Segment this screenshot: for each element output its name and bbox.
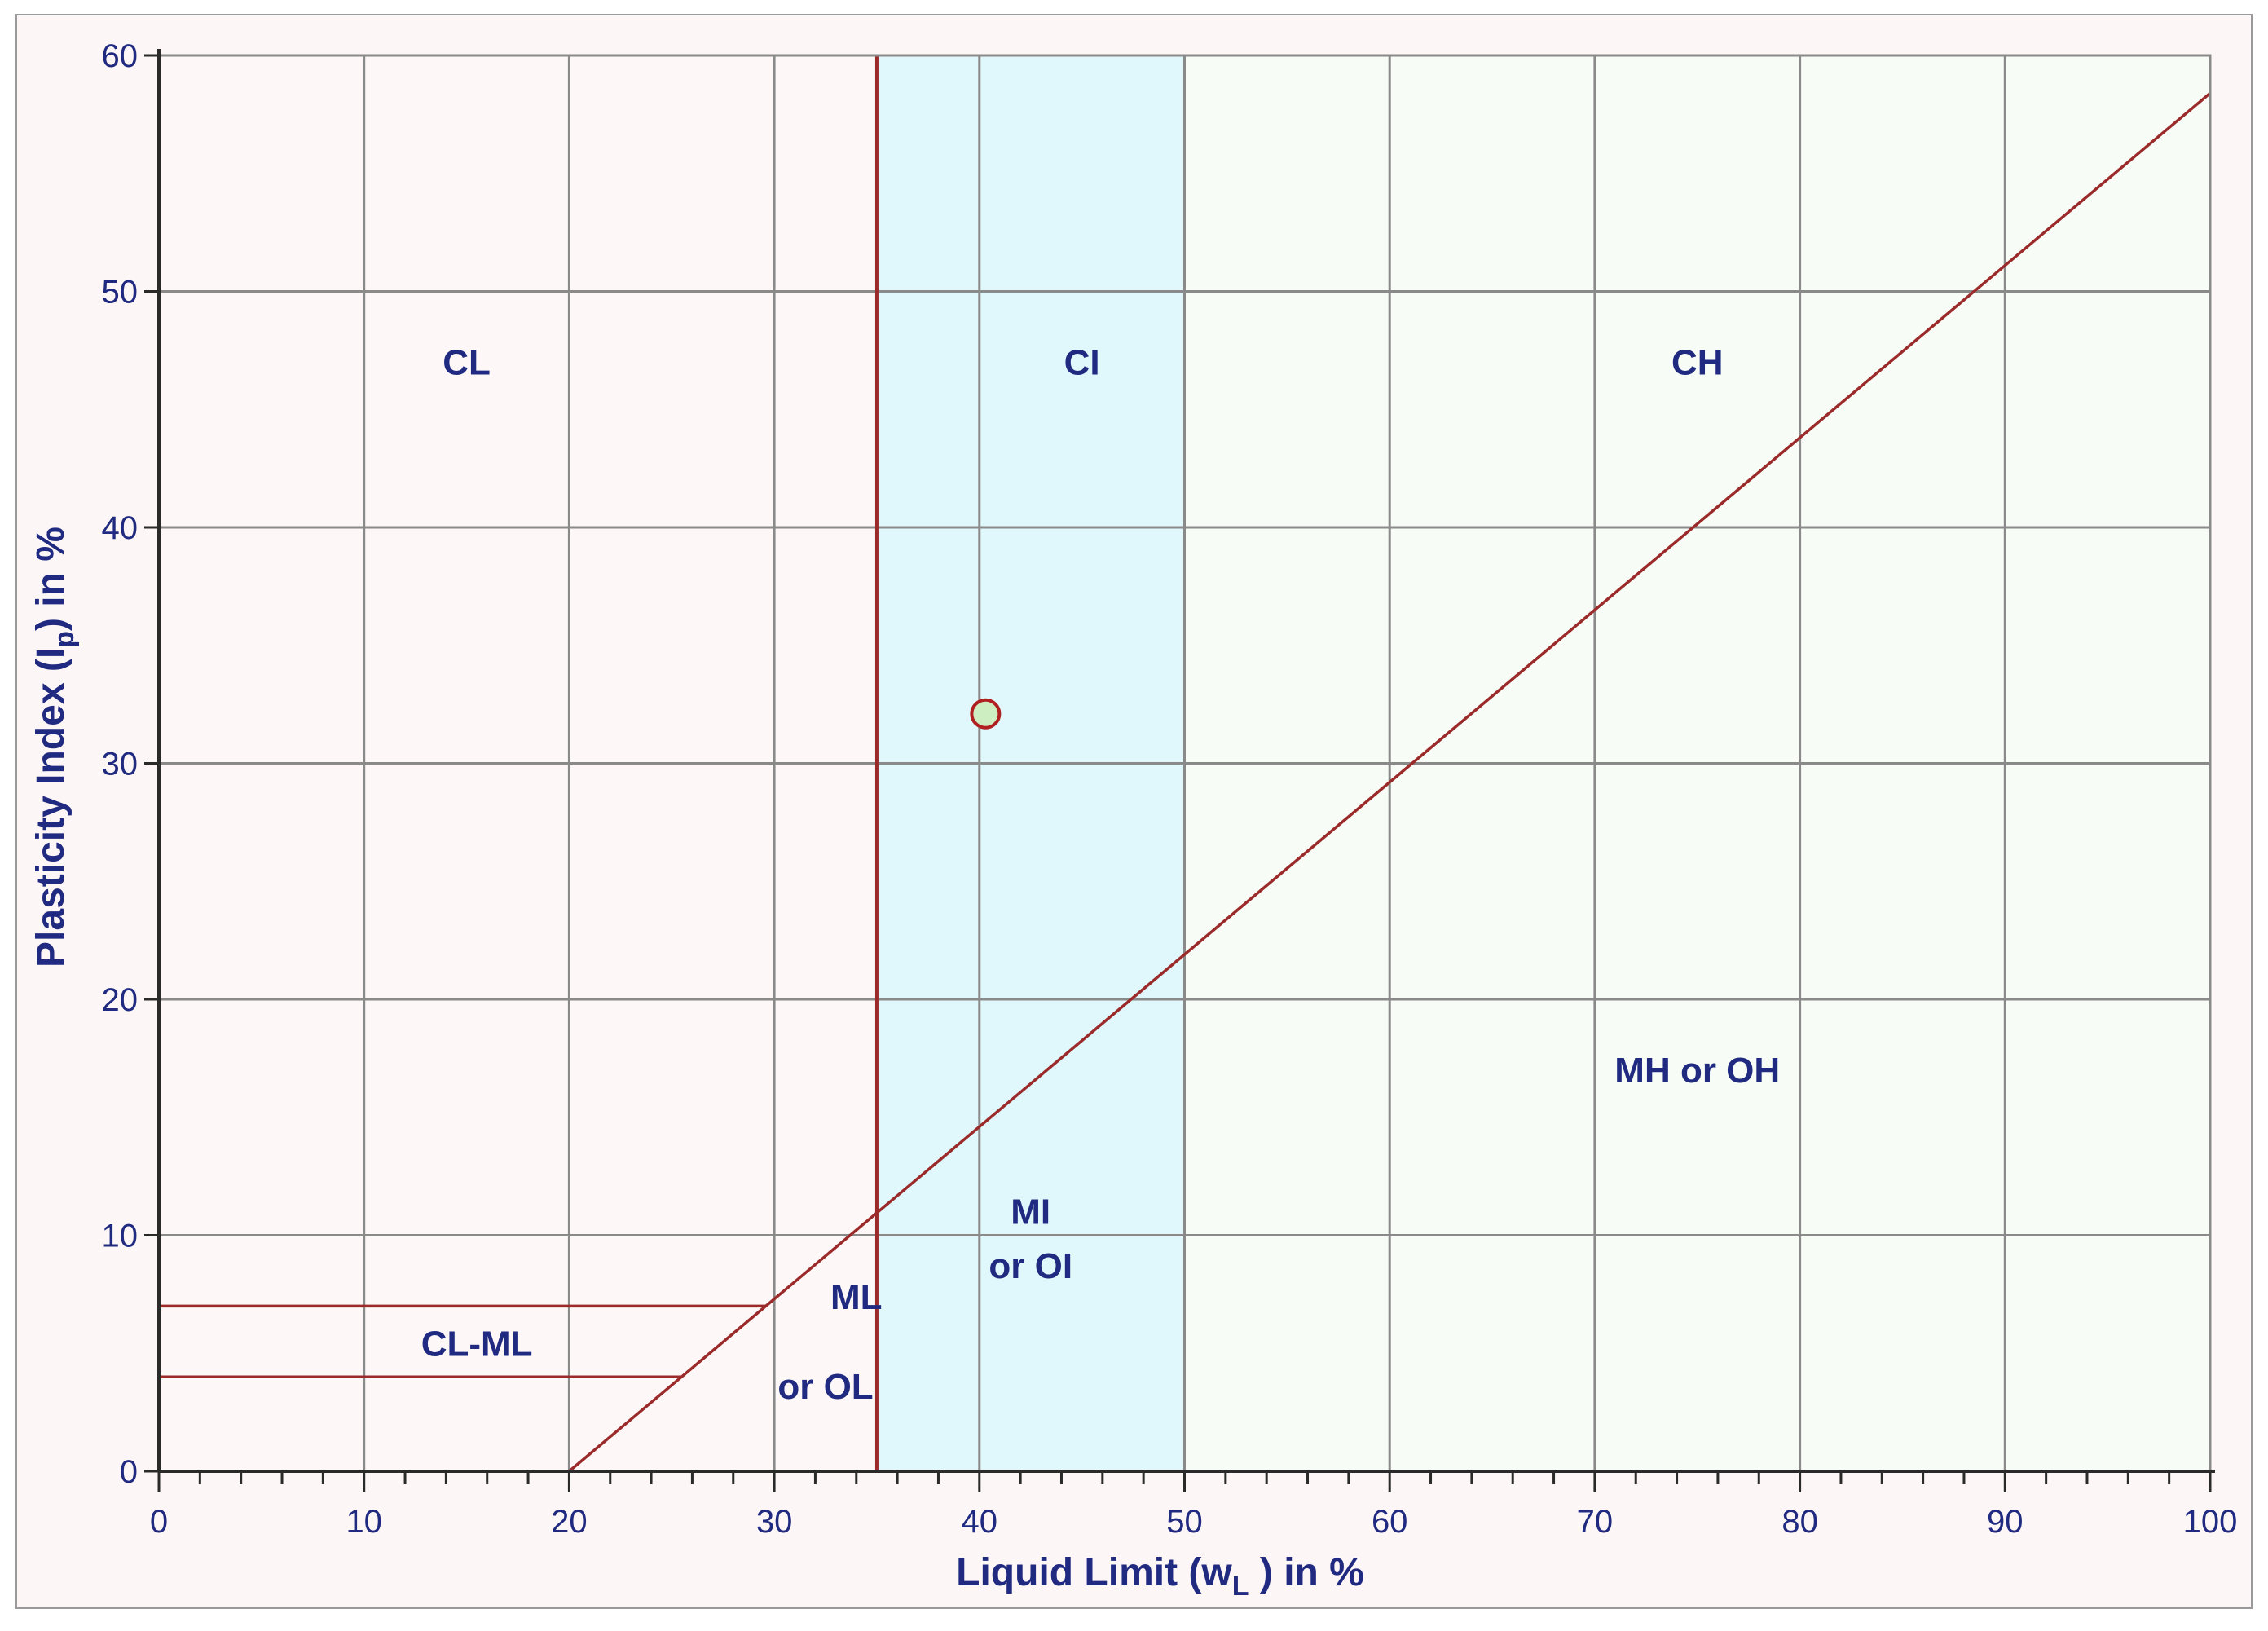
- y-tick-label: 20: [102, 982, 139, 1018]
- zone-label: or OI: [989, 1246, 1072, 1286]
- y-tick-label: 40: [102, 510, 139, 546]
- data-point: [970, 698, 1002, 730]
- data-points: [970, 698, 1002, 730]
- zone-labels: CL CI CH MH or OH MI or OI ML or OL CL-ML: [421, 342, 1780, 1406]
- x-tick-label: 60: [1372, 1504, 1408, 1540]
- zone-label: ML: [830, 1277, 883, 1317]
- x-tick-label: 0: [150, 1504, 168, 1540]
- y-axis-title: Plasticity Index (Ip) in %: [29, 527, 80, 968]
- x-axis-title: Liquid Limit (wL ) in %: [956, 1551, 1364, 1602]
- x-tick-label: 90: [1987, 1504, 2024, 1540]
- x-tick-label: 80: [1781, 1504, 1818, 1540]
- zone-label: CI: [1064, 342, 1100, 382]
- x-tick-label: 70: [1577, 1504, 1614, 1540]
- y-tick-label: 0: [120, 1454, 138, 1490]
- grid-lines: [159, 54, 2210, 1471]
- y-tick-label: 10: [102, 1219, 139, 1254]
- zone-label: CH: [1671, 342, 1724, 382]
- zone-label: CL-ML: [421, 1325, 533, 1364]
- zone-label: or OL: [777, 1367, 873, 1407]
- x-tick-label: 100: [2183, 1504, 2238, 1540]
- x-tick-label: 40: [962, 1504, 998, 1540]
- zone-label: MI: [1011, 1192, 1050, 1232]
- a-line: [568, 91, 2212, 1473]
- y-tick-label: 50: [102, 275, 139, 311]
- x-tick-label: 50: [1166, 1504, 1203, 1540]
- x-tick-label: 20: [551, 1504, 588, 1540]
- tick-labels: 0 10 20 30 40 50 60 70 80 90 100 0 10 20 30 40 50 60: [102, 38, 2238, 1540]
- zone-label: MH or OH: [1614, 1051, 1780, 1091]
- tick-marks: [144, 54, 2212, 1492]
- zone-label: CL: [443, 342, 491, 382]
- x-tick-label: 10: [346, 1504, 382, 1540]
- y-tick-label: 60: [102, 38, 139, 74]
- classification-lines: [159, 55, 2212, 1473]
- y-tick-label: 30: [102, 747, 139, 782]
- x-tick-label: 30: [756, 1504, 793, 1540]
